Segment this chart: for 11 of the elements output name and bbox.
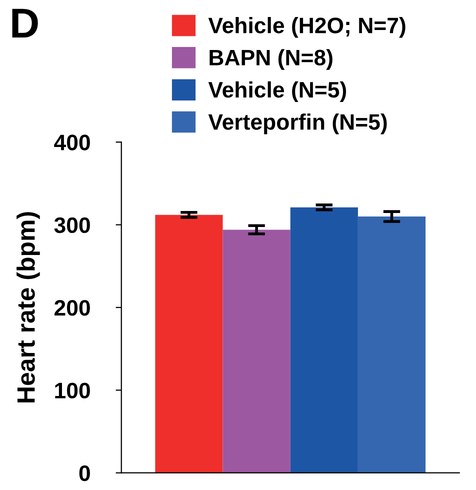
legend-label: Vehicle (N=5) <box>208 81 346 102</box>
y-axis-title: Heart rate (bpm) <box>16 212 40 402</box>
y-tick-label: 0 <box>79 465 90 482</box>
legend-label: BAPN (N=8) <box>210 49 332 70</box>
y-tick-label: 100 <box>55 382 90 398</box>
y-tick-label: 300 <box>54 217 90 234</box>
y-tick-label: 400 <box>54 134 90 150</box>
legend-label: Verteporfin (N=5) <box>208 114 387 134</box>
legend-label: Vehicle (H2O; N=7) <box>208 17 406 38</box>
chart-title: D <box>12 8 38 38</box>
y-tick-label: 200 <box>54 300 90 316</box>
